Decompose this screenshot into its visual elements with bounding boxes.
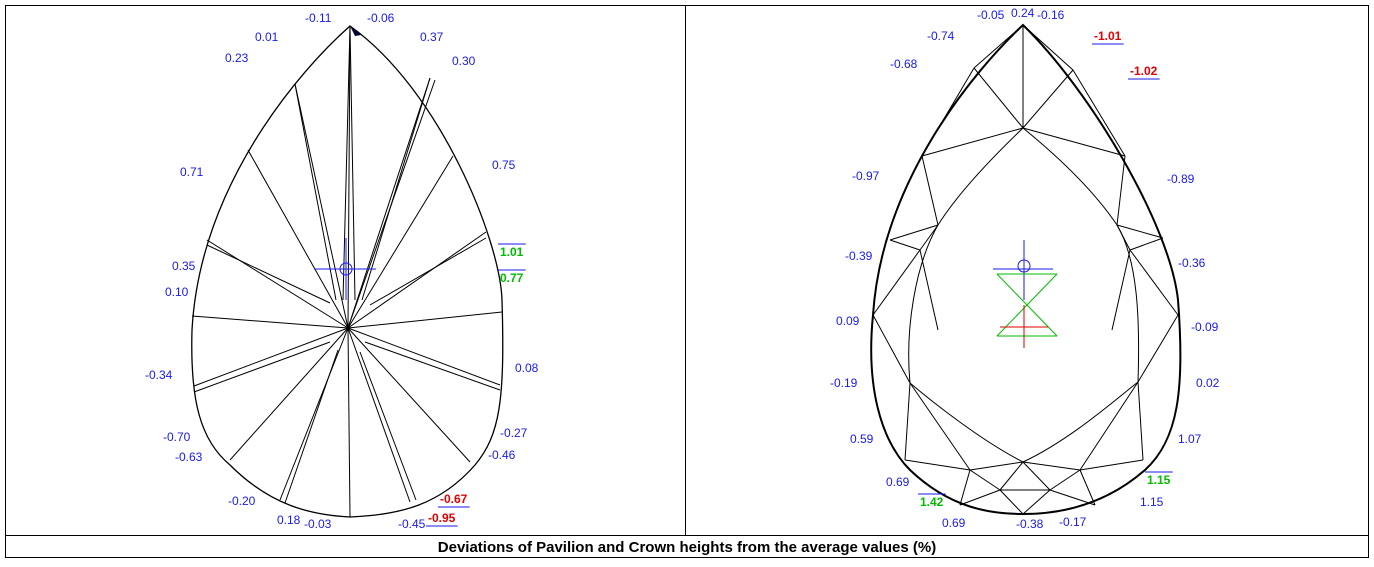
pavilion-label: 0.71 [180, 165, 204, 179]
crown-label: -0.68 [890, 57, 918, 71]
pavilion-label: 0.01 [255, 30, 279, 44]
pavilion-diagram [191, 25, 504, 518]
pavilion-label: -0.67 [440, 492, 468, 506]
pavilion-label: 0.37 [420, 30, 444, 44]
pavilion-label: 0.30 [452, 54, 476, 68]
pavilion-label: -0.27 [500, 426, 528, 440]
crown-label: -0.38 [1016, 517, 1044, 531]
pavilion-label: -0.06 [367, 11, 395, 25]
pavilion-outline [191, 25, 504, 518]
pavilion-label: 0.35 [172, 259, 196, 273]
pavilion-label: 0.10 [165, 285, 189, 299]
pavilion-center-marker [314, 238, 376, 300]
pavilion-label: -0.46 [488, 448, 516, 462]
pavilion-label: -0.11 [305, 11, 332, 25]
outer-border [5, 5, 1369, 558]
crown-label: 0.02 [1196, 376, 1220, 390]
pavilion-label: -0.63 [175, 450, 203, 464]
pavilion-label: -0.45 [398, 517, 426, 531]
crown-label: -0.16 [1037, 8, 1065, 22]
crown-facet-lines [872, 24, 1179, 515]
crown-label: 1.15 [1140, 495, 1164, 509]
pavilion-label: 0.08 [515, 361, 539, 375]
crown-label: -0.89 [1167, 172, 1195, 186]
pavilion-label: -0.34 [145, 368, 173, 382]
pavilion-labels: -0.11 -0.06 0.01 0.37 0.23 0.30 0.71 0.7… [145, 11, 539, 531]
pavilion-facet-lines [191, 25, 503, 518]
crown-label: 0.59 [850, 432, 874, 446]
crown-label: -0.19 [830, 376, 858, 390]
pavilion-tip-mark [350, 26, 361, 36]
pavilion-label: 0.18 [277, 513, 301, 527]
crown-label: -0.39 [845, 249, 873, 263]
crown-label: -1.02 [1130, 64, 1158, 78]
crown-label: 0.09 [836, 314, 860, 328]
pavilion-label: -0.03 [304, 517, 332, 531]
crown-label: 1.07 [1178, 432, 1202, 446]
pavilion-label: -0.70 [163, 430, 191, 444]
crown-diagram [870, 23, 1182, 516]
crown-label: 0.69 [942, 516, 966, 530]
crown-label: -0.36 [1178, 256, 1206, 270]
crown-center-marker [993, 240, 1058, 348]
crown-label: 1.42 [920, 495, 944, 509]
crown-labels: -0.05 0.24 -0.16 -0.74 -1.01 -0.68 -1.02… [830, 6, 1220, 531]
pavilion-label: 0.23 [225, 51, 249, 65]
diagram-caption: Deviations of Pavilion and Crown heights… [437, 539, 937, 556]
crown-label: -0.05 [977, 8, 1005, 22]
pavilion-label: -0.20 [228, 494, 256, 508]
crown-label: 0.24 [1011, 6, 1035, 20]
crown-label: 0.69 [886, 475, 910, 489]
crown-label: -0.17 [1059, 515, 1087, 529]
pavilion-label: 1.01 [500, 245, 524, 259]
crown-label: -0.74 [927, 29, 955, 43]
crown-label: -0.97 [852, 169, 880, 183]
crown-label: -1.01 [1094, 29, 1122, 43]
pavilion-label: 0.75 [492, 158, 516, 172]
pavilion-label: 0.77 [500, 271, 524, 285]
pavilion-label: -0.95 [428, 511, 456, 525]
crown-label: -0.09 [1191, 320, 1219, 334]
crown-label: 1.15 [1147, 473, 1171, 487]
